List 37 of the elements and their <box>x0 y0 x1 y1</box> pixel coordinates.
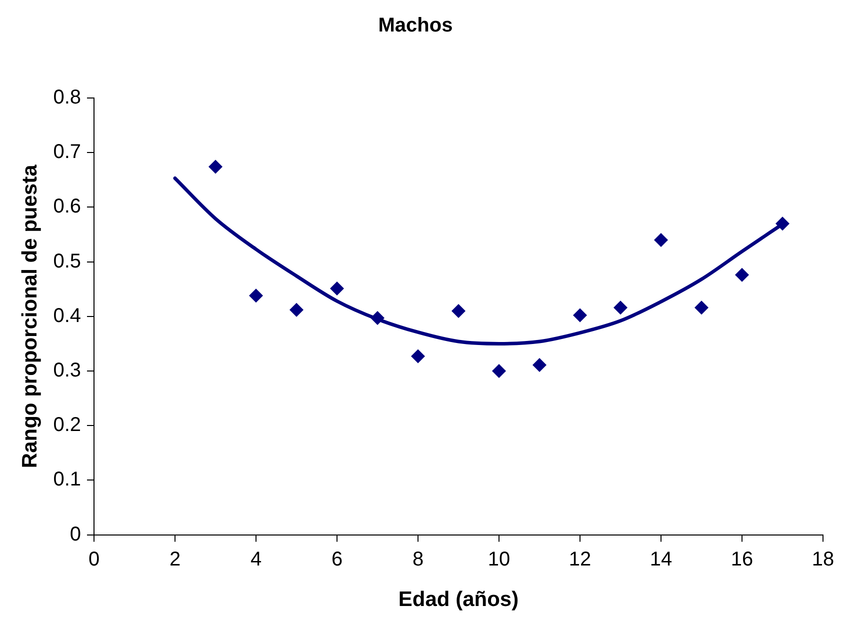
point <box>452 304 466 318</box>
y-tick-label: 0.1 <box>53 468 82 491</box>
y-tick-label: 0.7 <box>53 141 82 164</box>
y-axis-title: Rango proporcional de puesta <box>18 164 42 468</box>
point <box>573 308 587 322</box>
x-tick-label: 12 <box>568 548 592 570</box>
y-tick-label: 0 <box>70 523 82 546</box>
point <box>411 349 425 364</box>
x-tick-label: 18 <box>812 548 834 570</box>
point <box>776 216 790 231</box>
x-axis-title: Edad (años) <box>398 588 519 612</box>
point <box>614 300 628 315</box>
x-tick-label: 14 <box>650 548 672 570</box>
point <box>694 300 708 315</box>
y-tick-label: 0.6 <box>53 196 82 218</box>
x-tick-label: 2 <box>169 548 181 570</box>
x-tick-label: 0 <box>88 548 100 570</box>
point <box>370 311 384 326</box>
point <box>532 358 546 372</box>
point <box>330 282 344 296</box>
y-tick-label: 0.2 <box>53 414 82 436</box>
point <box>735 268 749 282</box>
point <box>208 160 223 174</box>
chart-title: Machos <box>378 14 453 37</box>
point <box>654 232 668 247</box>
x-tick-label: 8 <box>412 548 424 570</box>
y-tick-label: 0.8 <box>53 86 82 109</box>
y-tick-label: 0.5 <box>53 250 82 272</box>
point <box>492 364 506 378</box>
point <box>290 302 304 317</box>
x-tick-label: 10 <box>488 548 510 570</box>
y-tick-label: 0.3 <box>53 360 82 382</box>
y-tick-label: 0.4 <box>53 304 82 327</box>
x-tick-label: 6 <box>331 548 343 570</box>
x-tick-label: 4 <box>250 548 262 570</box>
point <box>249 288 263 303</box>
x-tick-label: 16 <box>730 548 754 570</box>
